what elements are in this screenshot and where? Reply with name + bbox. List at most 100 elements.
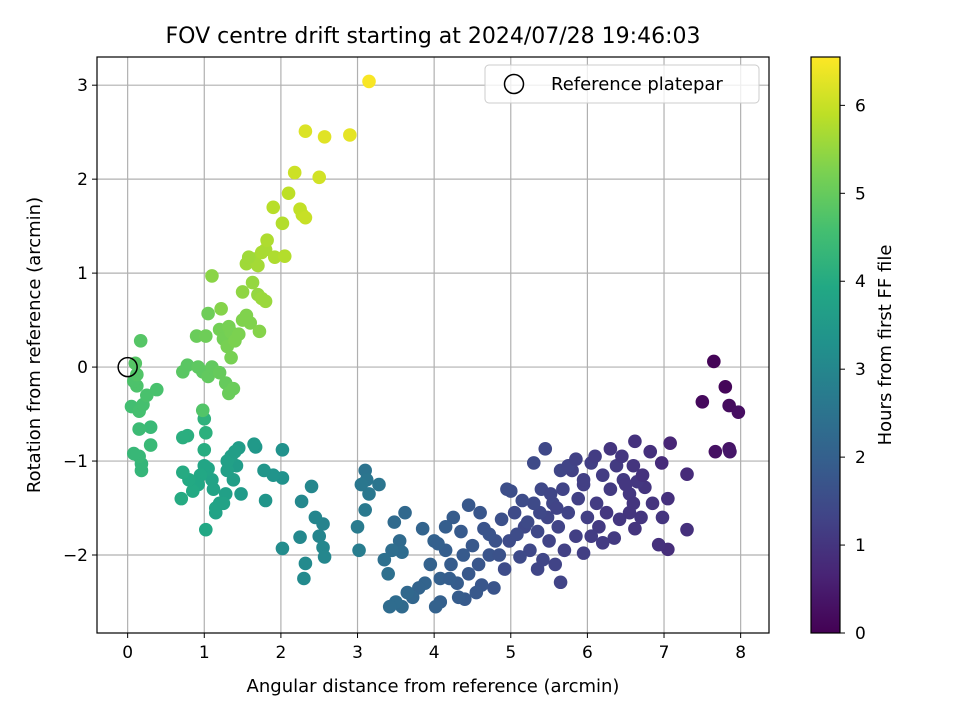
scatter-point bbox=[428, 599, 443, 614]
scatter-point bbox=[245, 275, 260, 290]
scatter-point bbox=[497, 562, 512, 576]
scatter-point bbox=[400, 585, 415, 600]
scatter-point bbox=[643, 444, 658, 459]
y-tick-label: −2 bbox=[63, 546, 88, 566]
scatter-point bbox=[543, 487, 558, 501]
scatter-point bbox=[387, 515, 402, 529]
x-axis-ticks: 0 1 2 3 4 5 6 7 8 bbox=[122, 633, 746, 663]
scatter-point bbox=[465, 538, 480, 553]
scatter-point bbox=[298, 124, 313, 139]
scatter-point bbox=[362, 487, 376, 501]
scatter-point bbox=[556, 482, 570, 497]
x-tick-label: 4 bbox=[429, 643, 440, 663]
scatter-point bbox=[258, 493, 273, 508]
scatter-point bbox=[500, 482, 514, 497]
scatter-point bbox=[199, 329, 213, 343]
scatter-point bbox=[628, 434, 642, 449]
scatter-point bbox=[205, 473, 219, 487]
scatter-point bbox=[663, 436, 677, 450]
x-tick-label: 8 bbox=[735, 643, 746, 663]
scatter-point bbox=[461, 567, 476, 581]
y-axis-ticks: −2 −1 0 1 2 3 bbox=[63, 76, 97, 566]
y-tick-label: 2 bbox=[77, 170, 88, 190]
colorbar-tick-label: 4 bbox=[855, 272, 866, 292]
scatter-point bbox=[174, 491, 189, 506]
scatter-point bbox=[634, 510, 648, 525]
scatter-point bbox=[220, 454, 235, 468]
x-tick-label: 1 bbox=[199, 643, 210, 663]
colorbar-tick-label: 0 bbox=[855, 624, 866, 644]
scatter-point bbox=[569, 529, 583, 544]
legend-reference-marker bbox=[503, 73, 525, 95]
scatter-point bbox=[235, 285, 250, 299]
y-tick-label: 0 bbox=[77, 358, 88, 378]
scatter-point bbox=[358, 503, 372, 517]
scatter-point bbox=[603, 442, 618, 456]
scatter-point bbox=[584, 529, 599, 544]
scatter-point bbox=[277, 249, 292, 264]
scatter-point bbox=[431, 536, 445, 551]
scatter-point bbox=[294, 494, 309, 509]
scatter-point bbox=[195, 403, 210, 418]
scatter-point bbox=[298, 556, 313, 571]
scatter-point bbox=[494, 512, 509, 527]
scatter-point bbox=[680, 522, 694, 537]
scatter-point bbox=[352, 543, 366, 558]
scatter-point bbox=[526, 456, 541, 470]
scatter-point bbox=[317, 130, 332, 144]
scatter-point bbox=[372, 477, 386, 492]
scatter-point bbox=[143, 420, 158, 435]
scatter-point bbox=[385, 543, 399, 558]
scatter-point bbox=[132, 422, 146, 436]
scatter-point bbox=[392, 534, 407, 548]
scatter-point bbox=[304, 479, 319, 494]
scatter-point bbox=[469, 585, 484, 600]
scatter-point bbox=[377, 552, 392, 567]
scatter-point bbox=[446, 510, 461, 525]
scatter-point bbox=[275, 541, 290, 556]
scatter-point bbox=[130, 367, 144, 382]
scatter-point bbox=[655, 510, 670, 525]
x-tick-label: 0 bbox=[122, 643, 133, 663]
y-tick-label: −1 bbox=[63, 452, 88, 472]
scatter-points bbox=[124, 74, 746, 614]
scatter-point bbox=[553, 575, 568, 590]
scatter-point bbox=[260, 233, 274, 248]
scatter-point bbox=[251, 258, 265, 273]
colorbar-tick-label: 2 bbox=[855, 448, 866, 468]
scatter-point bbox=[695, 395, 710, 409]
scatter-point bbox=[592, 520, 606, 534]
x-tick-label: 7 bbox=[659, 643, 670, 663]
scatter-point bbox=[438, 520, 453, 534]
scatter-point bbox=[645, 496, 660, 511]
scatter-point bbox=[482, 548, 497, 562]
scatter-point bbox=[199, 426, 213, 440]
x-axis-label: Angular distance from reference (arcmin) bbox=[247, 676, 620, 697]
scatter-point bbox=[381, 567, 395, 581]
scatter-point bbox=[510, 527, 524, 542]
scatter-point bbox=[492, 548, 507, 562]
scatter-point bbox=[635, 468, 650, 482]
scatter-point bbox=[731, 405, 746, 419]
scatter-point bbox=[571, 491, 586, 506]
scatter-point bbox=[487, 581, 501, 595]
scatter-point bbox=[201, 306, 215, 321]
scatter-point bbox=[126, 446, 141, 461]
y-axis-label: Rotation from reference (arcmin) bbox=[24, 197, 45, 493]
colorbar-label: Hours from first FF file bbox=[875, 245, 896, 446]
scatter-point bbox=[228, 444, 242, 459]
scatter-point bbox=[266, 200, 281, 215]
scatter-point bbox=[549, 501, 564, 515]
scatter-point bbox=[530, 562, 545, 576]
scatter-point bbox=[243, 316, 258, 330]
scatter-point bbox=[576, 546, 591, 560]
scatter-point bbox=[442, 571, 457, 586]
scatter-point bbox=[423, 557, 438, 572]
plot-area: 0 1 2 3 4 5 6 7 8 −2 −1 0 1 2 3 bbox=[63, 56, 770, 663]
scatter-point bbox=[298, 210, 313, 225]
x-tick-label: 5 bbox=[505, 643, 516, 663]
scatter-point bbox=[180, 358, 195, 373]
scatter-point bbox=[267, 250, 282, 264]
